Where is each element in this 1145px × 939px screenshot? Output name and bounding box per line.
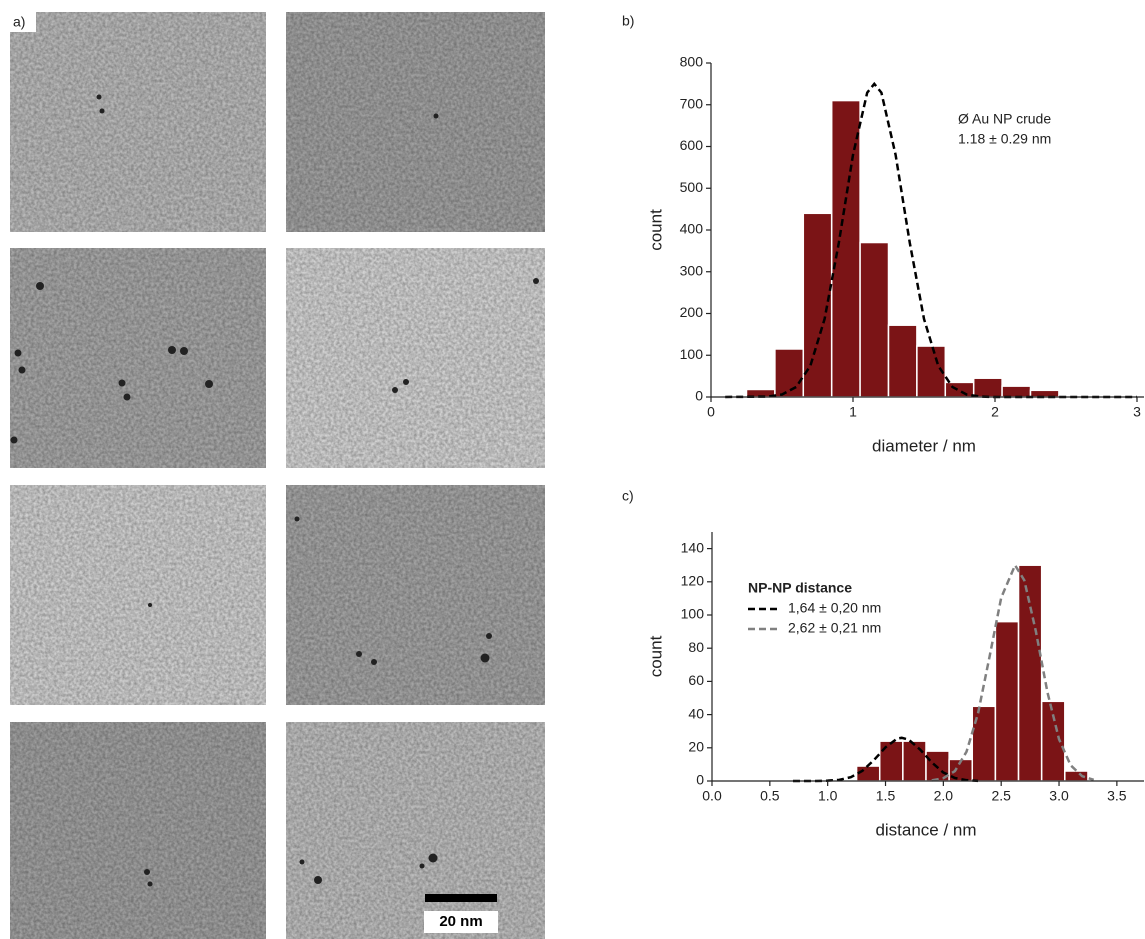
tem-texture (286, 722, 545, 939)
y-tick-label: 80 (688, 639, 704, 655)
legend-label: 2,62 ± 0,21 nm (788, 620, 881, 636)
bar (1042, 701, 1065, 781)
tem-texture (10, 485, 266, 705)
y-tick-label: 60 (688, 672, 704, 688)
legend-title: NP-NP distance (748, 580, 852, 596)
bar (974, 378, 1002, 397)
bar (1019, 565, 1042, 781)
bar (880, 741, 903, 781)
tem-texture (286, 485, 545, 705)
chart: b) 0 100 200 300 400 500 600 700 800 0 1 2 3 diameter … (622, 13, 1144, 456)
y-tick-label: 300 (680, 262, 704, 278)
panel-label: c) (622, 488, 634, 504)
x-tick-label: 3 (1133, 404, 1141, 420)
panel-label: b) (622, 13, 634, 29)
y-tick-label: 140 (681, 539, 705, 555)
y-tick-label: 800 (680, 54, 704, 70)
y-tick-label: 700 (680, 95, 704, 111)
chart: c) 0 20 40 60 80 100 120 140 0.0 0.5 1.0 1.5 2.0 2.5 3.… (622, 488, 1144, 840)
y-tick-label: 100 (680, 346, 704, 362)
y-tick-label: 400 (680, 221, 704, 237)
x-tick-label: 1.0 (818, 788, 838, 804)
tem-texture (286, 12, 545, 232)
x-tick-label: 2 (991, 404, 999, 420)
x-axis-label: diameter / nm (872, 436, 976, 455)
y-tick-label: 40 (688, 705, 704, 721)
panel-label: a) (13, 14, 25, 30)
y-tick-label: 20 (688, 739, 704, 755)
scale-bar-label: 20 nm (439, 913, 482, 930)
bar (775, 349, 803, 397)
y-tick-label: 0 (695, 388, 703, 404)
legend-label: 1,64 ± 0,20 nm (788, 600, 881, 616)
figure: a) 20 nm b)01002003004005006007008000123… (0, 0, 1145, 939)
x-tick-label: 3.5 (1107, 788, 1127, 804)
x-tick-label: 0.5 (760, 788, 780, 804)
tem-texture (286, 248, 545, 468)
y-axis-label: count (646, 209, 665, 251)
x-tick-label: 0.0 (702, 788, 722, 804)
y-axis-label: count (646, 635, 665, 677)
y-tick-label: 100 (681, 606, 705, 622)
bar (889, 325, 917, 397)
annotation: Ø Au NP crude (958, 111, 1051, 127)
x-axis-label: distance / nm (875, 820, 976, 839)
y-tick-label: 500 (680, 179, 704, 195)
bar (945, 382, 973, 397)
y-tick-label: 120 (681, 573, 705, 589)
y-tick-label: 600 (680, 137, 704, 153)
y-tick-label: 0 (696, 772, 704, 788)
annotation: 1.18 ± 0.29 nm (958, 131, 1051, 147)
tem-images: a) 20 nm (10, 12, 545, 939)
y-tick-label: 200 (680, 304, 704, 320)
x-tick-label: 1.5 (876, 788, 896, 804)
x-tick-label: 2.5 (991, 788, 1011, 804)
bar (903, 741, 926, 781)
x-tick-label: 1 (849, 404, 857, 420)
tem-texture (10, 12, 266, 232)
x-tick-label: 3.0 (1049, 788, 1069, 804)
bar (860, 243, 888, 397)
bar (1002, 386, 1030, 397)
x-tick-label: 0 (707, 404, 715, 420)
tem-texture (10, 248, 266, 468)
bar (995, 622, 1018, 781)
x-tick-label: 2.0 (934, 788, 954, 804)
scale-bar (425, 894, 497, 902)
tem-texture (10, 722, 266, 939)
